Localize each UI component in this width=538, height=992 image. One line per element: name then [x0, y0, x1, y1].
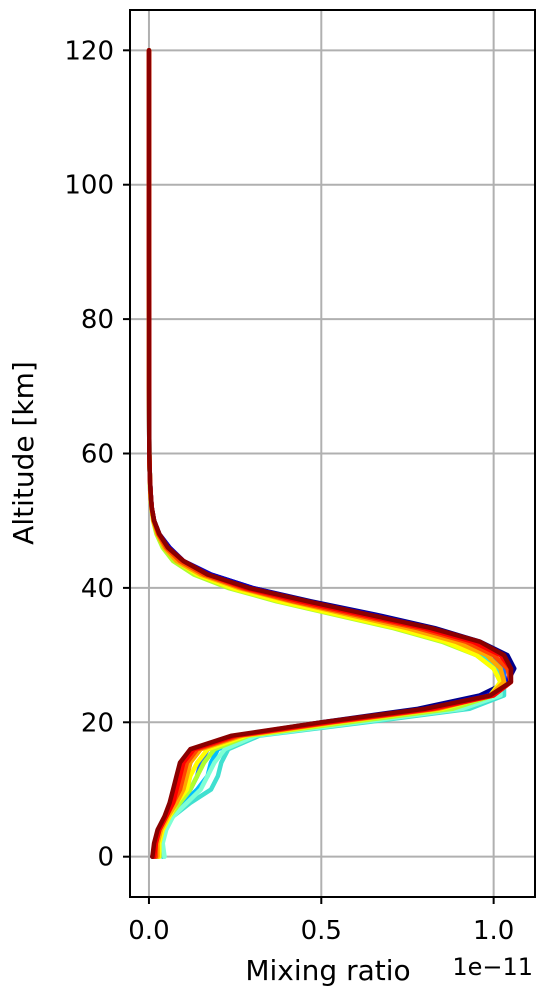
series-line-12	[146, 48, 514, 859]
axis-ticks: 0.0 0.5 1.0 0 20 40 60 80 100 120	[64, 36, 514, 946]
y-tick-label: 100	[64, 171, 114, 201]
x-tick-label: 0.5	[301, 916, 342, 946]
y-tick-label: 0	[97, 843, 114, 873]
y-tick-label: 20	[81, 708, 114, 738]
y-tick-label: 60	[81, 440, 114, 470]
series-lines	[146, 48, 517, 859]
y-axis-label: Altitude [km]	[7, 361, 40, 545]
y-tick-label: 120	[64, 36, 114, 66]
x-axis-label: Mixing ratio	[245, 954, 410, 987]
x-offset-label: 1e−11	[452, 953, 533, 981]
x-tick-label: 0.0	[128, 916, 169, 946]
x-tick-label: 1.0	[473, 916, 514, 946]
y-tick-label: 80	[81, 305, 114, 335]
y-tick-label: 40	[81, 574, 114, 604]
